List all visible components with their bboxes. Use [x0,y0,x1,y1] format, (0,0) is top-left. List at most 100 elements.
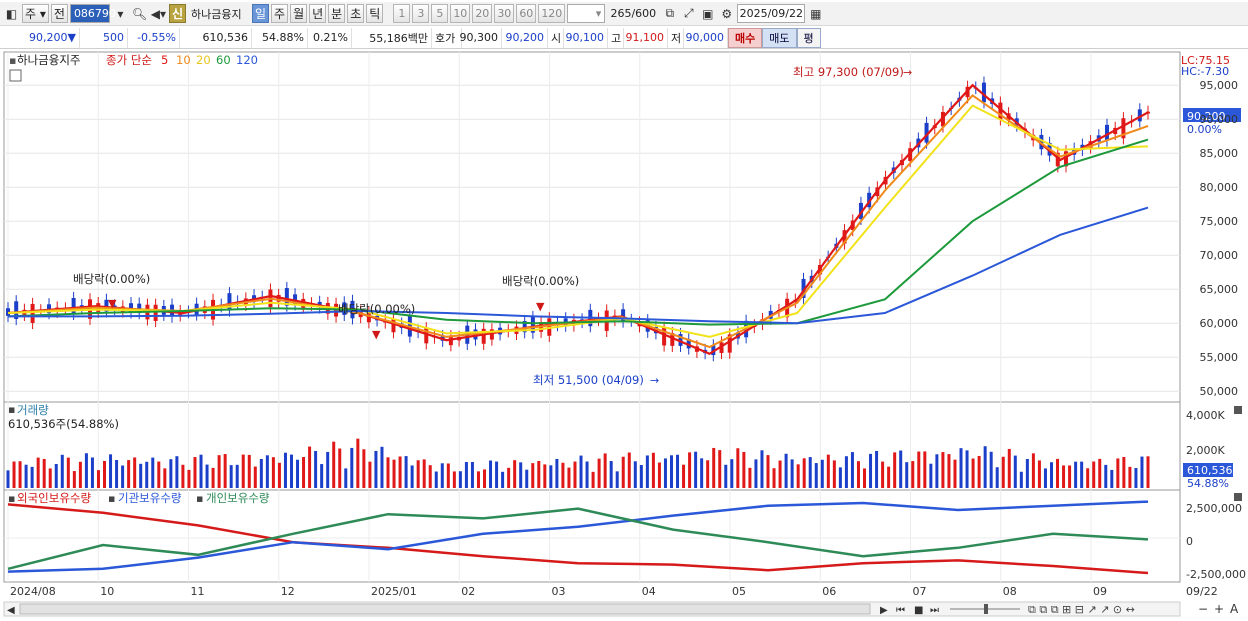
date-input[interactable]: 2025/09/22 [737,4,806,23]
tab-year[interactable]: 년 [309,4,327,23]
gear-icon[interactable]: ⚙ [721,6,733,21]
candle-body [153,304,158,321]
legend-ma5[interactable]: 5 [161,53,168,67]
nav-last-icon[interactable]: ⏭ [930,605,939,616]
volume-bar [1086,468,1090,488]
volume-bar [289,454,293,488]
volume-bar [187,469,191,488]
period-unit-select[interactable]: 주 ▾ [22,4,49,23]
down-arrow-icon: ▼ [67,31,76,44]
volume-bar [826,454,830,488]
zoom-in-icon[interactable]: + [1214,602,1224,616]
high-arrow-icon: → [903,66,912,79]
vol-close-icon[interactable] [1234,406,1242,414]
hold-legend-indiv[interactable]: 개인보유수량 [206,491,270,505]
legend-stock-name[interactable]: 하나금융지주 [17,53,80,67]
stock-chart[interactable]: ▪ 하나금융지주 종가 단순 5 10 20 60 120 최고 97,300 … [0,50,1248,621]
code-dropdown-icon[interactable]: ▾ [117,6,124,21]
candle-body [727,334,732,353]
volume-bar [748,467,752,488]
volume-bar [410,465,414,488]
candle-body [424,328,429,344]
interval-input[interactable]: ▾ [567,4,606,23]
ma-line-60 [7,138,1149,326]
candle-body [30,303,35,323]
scroll-left-icon[interactable]: ◀ [7,605,15,616]
volume-bar [543,464,547,488]
tab-day[interactable]: 일 [251,4,270,23]
hold-close-icon[interactable] [1234,493,1242,501]
candle-icon[interactable]: ⧉ [665,6,675,20]
volume-bar [1037,460,1041,488]
vol-current-box [1183,463,1233,477]
table-icon[interactable] [9,69,22,82]
candle-body [1121,118,1126,139]
nav-first-icon[interactable]: ⏮ [896,605,905,616]
tab-week[interactable]: 주 [271,4,289,23]
tab-second[interactable]: 초 [347,4,365,23]
line-tool-icon[interactable]: ⤢ [684,6,694,20]
scroll-right-icon[interactable]: ▶ [880,605,888,616]
volume-bar [452,471,456,488]
interval-20[interactable]: 20 [472,4,493,23]
speaker-icon[interactable]: ◀▾ [150,6,167,21]
tool-icons[interactable]: ⧉ ⧉ ⧉ ⊞ ⊟ ↗ ↗ ⊙ ↔ [1028,603,1135,616]
zoom-out-icon[interactable]: − [1198,602,1208,616]
stock-code-input[interactable]: 086790 [69,4,116,23]
hold-legend-foreign[interactable]: 외국인보유수량 [17,491,91,505]
open-value: 90,100 [564,27,608,48]
zoom-slider-handle[interactable] [984,604,988,614]
volume-bar [507,467,511,488]
eval-button[interactable]: 평 [796,27,821,48]
volume-title[interactable]: 거래량 [17,403,49,417]
interval-1[interactable]: 1 [393,4,411,23]
ask-price: 90,300 [460,27,502,48]
volume-bar [302,457,306,488]
window-icon[interactable]: ◧ [5,6,18,21]
volume-bar [18,461,22,488]
stock-name: 하나금융지 [190,7,242,21]
volume-bar [651,452,655,488]
x-tick-label: 2025/01 [371,585,417,598]
sell-button[interactable]: 매도 [762,27,797,48]
dividend-marker-3: ▼ [536,300,545,313]
volume-bar [223,454,227,488]
x-tick-label: 05 [732,585,746,598]
calendar-icon[interactable]: ▦ [810,6,822,21]
volume-bar [217,455,221,488]
x-tick-label: 09 [1093,585,1107,598]
legend-ma60[interactable]: 60 [216,53,231,67]
interval-5[interactable]: 5 [431,4,449,23]
legend-ma20[interactable]: 20 [196,53,211,67]
volume-bar [446,463,450,488]
interval-60[interactable]: 60 [516,4,537,23]
save-icon[interactable]: ▣ [702,6,714,21]
volume-bar [332,441,336,488]
interval-10[interactable]: 10 [450,4,471,23]
legend-ma10[interactable]: 10 [176,53,191,67]
hold-legend-inst[interactable]: 기관보유수량 [118,491,182,505]
interval-30[interactable]: 30 [494,4,515,23]
text-tool-icon[interactable]: A [1230,602,1239,616]
volume-bar [24,464,28,488]
price-tick-label: 70,000 [1200,249,1239,262]
prev-button[interactable]: 전 [50,4,68,23]
nav-stop-icon[interactable]: ■ [914,605,923,616]
search-icon[interactable]: 🔍︎ [131,6,148,21]
legend-ma120[interactable]: 120 [236,53,258,67]
volume-bar [796,464,800,488]
scroll-thumb[interactable] [19,603,871,615]
buy-button[interactable]: 매수 [728,27,763,48]
vol-tick-4000k: 4,000K [1186,409,1225,422]
volume-bar [844,456,848,488]
volume-bar [296,459,300,488]
volume-bar [42,458,46,488]
volume-bar [688,452,692,488]
interval-120[interactable]: 120 [538,4,566,23]
interval-3[interactable]: 3 [412,4,430,23]
tab-minute[interactable]: 분 [328,4,346,23]
tab-tick[interactable]: 틱 [366,4,384,23]
volume-bar [676,454,680,488]
tab-month[interactable]: 월 [290,4,308,23]
volume-bar [404,456,408,488]
